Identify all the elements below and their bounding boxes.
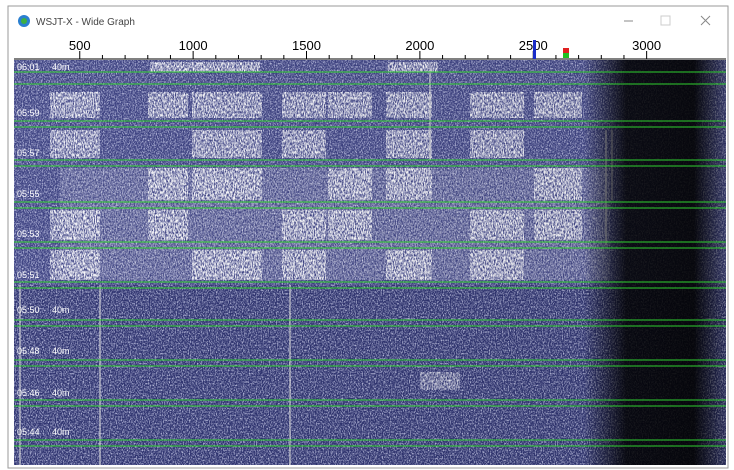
band-label: 40m [52,305,70,315]
time-label: 05:57 [17,148,40,158]
scale-tick-label: 1500 [292,38,321,53]
time-label: 05:53 [17,229,40,239]
band-label: 40m [52,62,70,72]
time-label: 06:01 [17,62,40,72]
window-title: WSJT-X - Wide Graph [36,17,135,28]
time-label: 05:55 [17,189,40,199]
scale-tick-label: 1000 [179,38,208,53]
frequency-scale: 50010001500200025003000 [14,35,726,60]
waterfall: 06:01 40m 05:59 05:57 05:55 05:53 05:51 05:50 40… [14,60,726,465]
wide-graph-window: WSJT-X - Wide Graph 50010001500200025003… [0,0,734,470]
tx-marker-green [563,53,569,58]
time-label: 05:48 [17,346,40,356]
scale-tick-label: 2000 [405,38,434,53]
band-label: 40m [52,427,70,437]
app-icon-dot [21,18,27,24]
rx-marker [533,40,536,59]
band-label: 40m [52,346,70,356]
scale-tick-label: 500 [69,38,91,53]
time-label: 05:46 [17,388,40,398]
scale-background [14,35,726,60]
time-label: 05:44 [17,427,40,437]
time-label: 05:59 [17,108,40,118]
scale-tick-label: 3000 [632,38,661,53]
tx-marker-red [563,48,569,53]
time-label: 05:50 [17,305,40,315]
time-label: 05:51 [17,270,40,280]
band-label: 40m [52,388,70,398]
